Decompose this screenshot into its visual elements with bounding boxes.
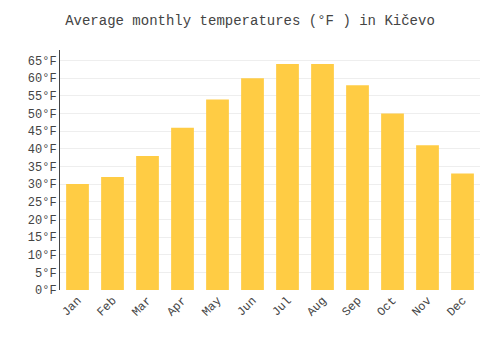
svg-text:5°F: 5°F <box>35 267 57 281</box>
svg-text:Oct: Oct <box>374 294 399 319</box>
svg-text:50°F: 50°F <box>28 108 57 122</box>
svg-text:25°F: 25°F <box>28 196 57 210</box>
svg-text:45°F: 45°F <box>28 125 57 139</box>
svg-text:65°F: 65°F <box>28 55 57 69</box>
svg-text:10°F: 10°F <box>28 249 57 263</box>
svg-text:Nov: Nov <box>409 294 434 319</box>
svg-text:0°F: 0°F <box>35 284 57 298</box>
svg-text:Jul: Jul <box>269 294 294 319</box>
svg-text:Sep: Sep <box>339 294 364 319</box>
svg-text:May: May <box>199 294 224 319</box>
svg-text:Dec: Dec <box>444 294 469 319</box>
svg-text:30°F: 30°F <box>28 178 57 192</box>
svg-text:Mar: Mar <box>129 294 154 319</box>
svg-text:60°F: 60°F <box>28 72 57 86</box>
svg-text:Average monthly temperatures (: Average monthly temperatures (°F ) in Ki… <box>65 13 435 29</box>
svg-text:15°F: 15°F <box>28 231 57 245</box>
svg-text:55°F: 55°F <box>28 90 57 104</box>
svg-text:Jan: Jan <box>59 294 84 319</box>
svg-text:Feb: Feb <box>94 294 119 319</box>
svg-text:40°F: 40°F <box>28 143 57 157</box>
svg-text:Jun: Jun <box>234 294 259 319</box>
svg-text:Apr: Apr <box>164 294 189 319</box>
svg-text:20°F: 20°F <box>28 214 57 228</box>
svg-text:Aug: Aug <box>304 294 329 319</box>
svg-text:35°F: 35°F <box>28 161 57 175</box>
